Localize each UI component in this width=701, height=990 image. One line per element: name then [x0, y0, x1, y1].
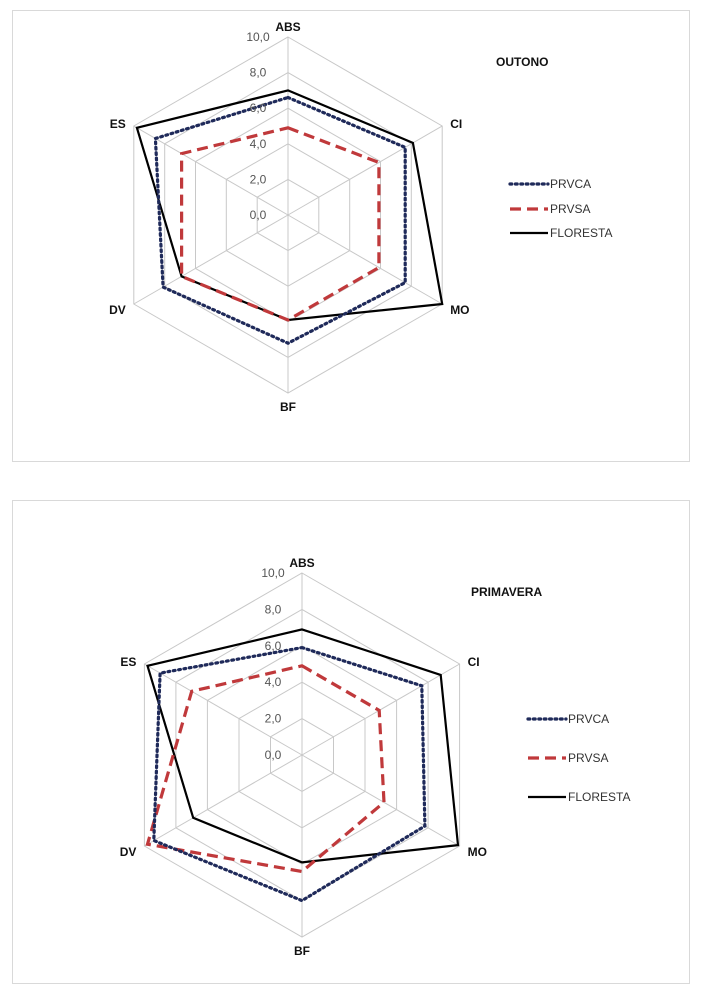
- legend-label-floresta: FLORESTA: [568, 790, 630, 804]
- axis-label-ci: CI: [468, 655, 480, 669]
- grid-spoke: [287, 214, 443, 305]
- radar-grid: [133, 36, 443, 394]
- series-prvca-polygon: [152, 645, 427, 903]
- grid-spoke: [287, 125, 443, 216]
- legend-item-prvsa: PRVSA: [510, 202, 590, 216]
- grid-spoke: [301, 754, 460, 847]
- tick-label: 8,0: [250, 66, 267, 80]
- tick-label: 10,0: [246, 30, 270, 44]
- legend: PRVCA PRVSA FLORESTA: [526, 712, 630, 804]
- axis-labels: ABS CI MO BF DV ES: [109, 20, 469, 414]
- axis-label-es: ES: [120, 655, 136, 669]
- tick-label: 8,0: [265, 602, 282, 616]
- tick-label: 2,0: [250, 172, 267, 186]
- tick-labels: 0,0 2,0 4,0 6,0 8,0 10,0: [246, 30, 270, 222]
- tick-label: 2,0: [265, 712, 282, 726]
- tick-label: 10,0: [261, 566, 285, 580]
- legend-label-floresta: FLORESTA: [550, 226, 612, 240]
- grid-spoke: [133, 125, 289, 216]
- legend: PRVCA PRVSA FLORESTA: [508, 177, 612, 240]
- tick-label: 6,0: [250, 101, 267, 115]
- axis-label-dv: DV: [120, 845, 137, 859]
- legend-item-prvca: PRVCA: [508, 177, 591, 191]
- grid-spoke: [301, 663, 460, 756]
- series-prvsa-polygon: [145, 664, 386, 874]
- tick-label: 4,0: [250, 137, 267, 151]
- axis-label-bf: BF: [280, 400, 296, 414]
- axis-label-abs: ABS: [275, 20, 300, 34]
- axis-label-es: ES: [110, 117, 126, 131]
- axis-label-ci: CI: [450, 117, 462, 131]
- legend-label-prvsa: PRVSA: [550, 202, 590, 216]
- tick-label: 0,0: [265, 748, 282, 762]
- series-floresta-polygon: [146, 628, 460, 864]
- radar-chart-outono: 0,0 2,0 4,0 6,0 8,0 10,0 ABS CI MO BF DV ES OUTONO PR…: [109, 20, 612, 414]
- radar-chart-primavera: 0,0 2,0 4,0 6,0 8,0 10,0 ABS CI MO BF DV ES PRIMAVER…: [120, 556, 631, 958]
- chart-panel-outono: 0,0 2,0 4,0 6,0 8,0 10,0 ABS CI MO BF DV ES OUTONO PR…: [12, 10, 690, 462]
- chart-title: OUTONO: [496, 55, 548, 69]
- chart-title: PRIMAVERA: [471, 585, 542, 599]
- series-prvca-polygon: [153, 95, 407, 345]
- legend-item-prvca: PRVCA: [526, 712, 609, 726]
- axis-label-dv: DV: [109, 303, 126, 317]
- grid-spoke: [144, 754, 303, 847]
- legend-item-prvsa: PRVSA: [528, 751, 608, 765]
- grid-spoke: [144, 663, 303, 756]
- legend-item-floresta: FLORESTA: [510, 226, 612, 240]
- axis-label-mo: MO: [450, 303, 469, 317]
- legend-label-prvsa: PRVSA: [568, 751, 608, 765]
- axis-labels: ABS CI MO BF DV ES: [120, 556, 487, 958]
- axis-label-bf: BF: [294, 944, 310, 958]
- grid-spoke: [133, 214, 289, 305]
- axis-label-abs: ABS: [289, 556, 314, 570]
- chart-panel-primavera: 0,0 2,0 4,0 6,0 8,0 10,0 ABS CI MO BF DV ES PRIMAVER…: [12, 500, 690, 984]
- tick-label: 6,0: [265, 639, 282, 653]
- axis-label-mo: MO: [468, 845, 487, 859]
- radar-grid: [143, 572, 461, 938]
- tick-label: 0,0: [250, 208, 267, 222]
- series-prvsa-polygon: [180, 126, 381, 322]
- legend-item-floresta: FLORESTA: [528, 790, 630, 804]
- radar-series: [145, 628, 460, 903]
- legend-label-prvca: PRVCA: [568, 712, 609, 726]
- legend-label-prvca: PRVCA: [550, 177, 591, 191]
- tick-label: 4,0: [265, 675, 282, 689]
- tick-labels: 0,0 2,0 4,0 6,0 8,0 10,0: [261, 566, 285, 762]
- radar-series: [135, 89, 444, 345]
